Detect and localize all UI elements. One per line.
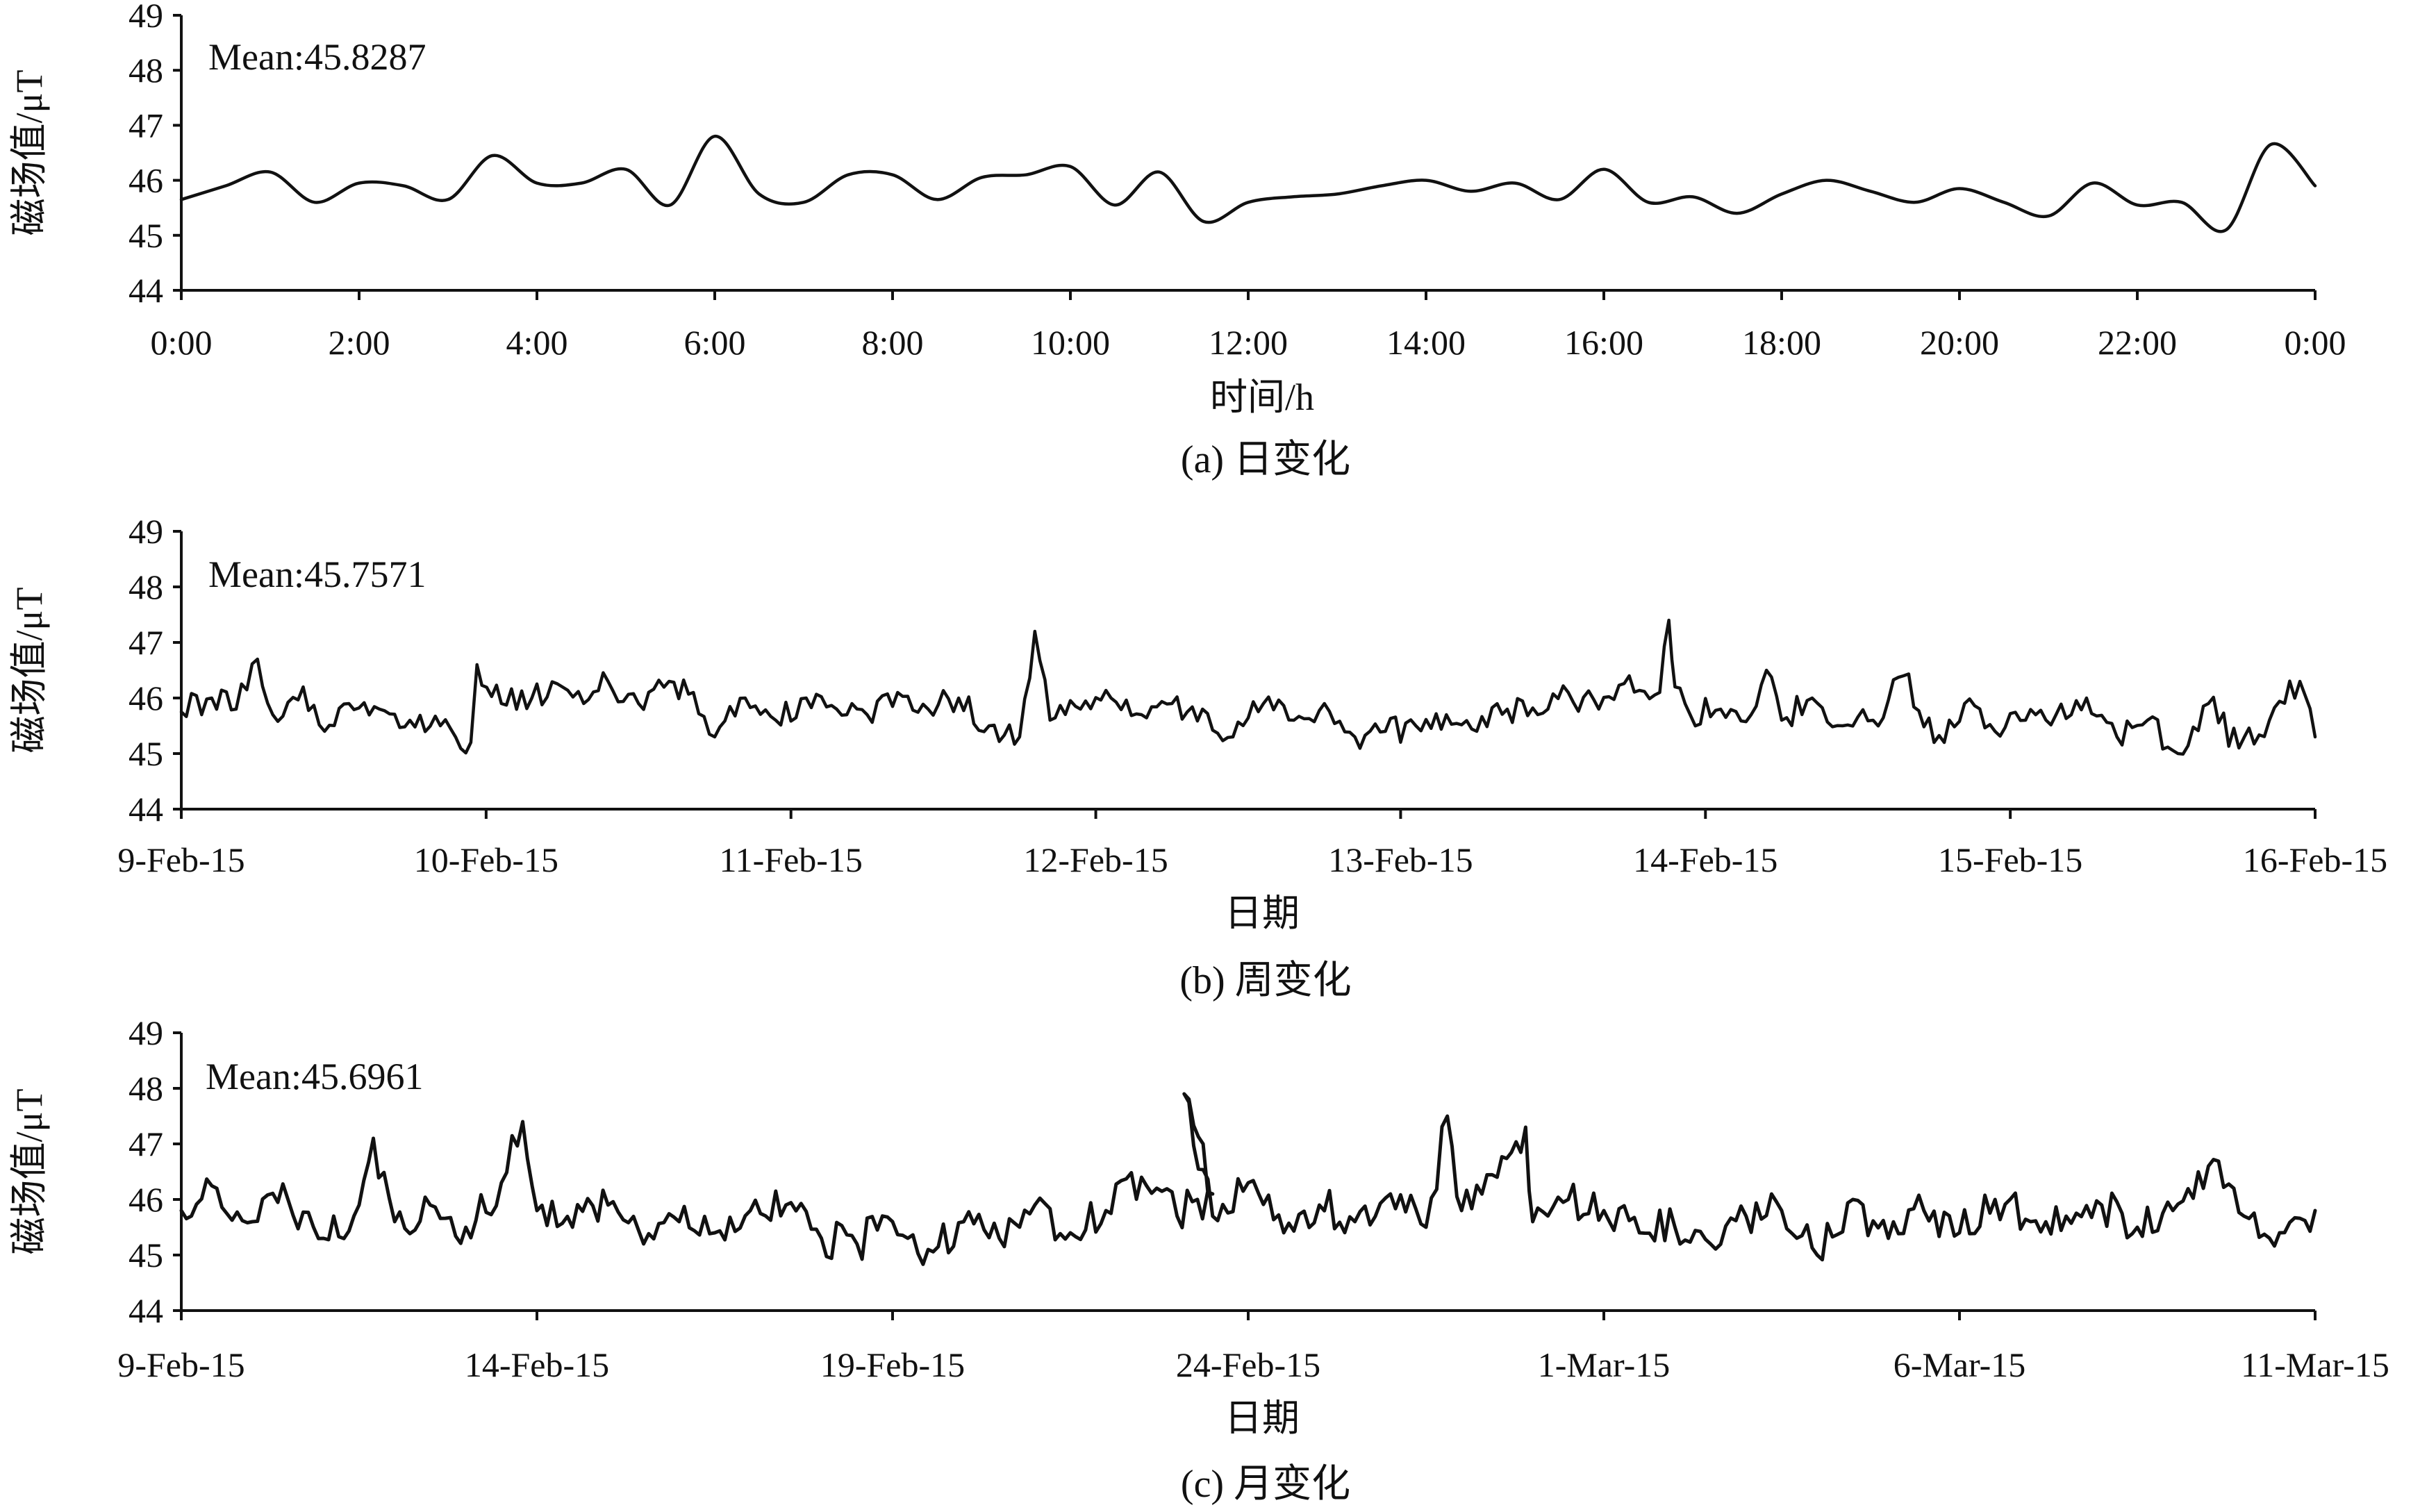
panel-caption: (a) 日变化 — [1181, 438, 1350, 481]
mean-annotation: Mean:45.8287 — [208, 36, 426, 78]
x-tick-label: 1-Mar-15 — [1538, 1345, 1671, 1384]
chart-panel-2: 44 45 46 47 48 49 9-Feb-15 10-Feb-15 11-Feb-15 12… — [8, 512, 2387, 1002]
x-tick-label: 13-Feb-15 — [1328, 840, 1473, 879]
y-tick-label: 46 — [129, 679, 163, 717]
y-tick-label: 44 — [129, 790, 163, 829]
series-line — [179, 1092, 2317, 1266]
y-tick-label: 47 — [129, 106, 163, 144]
y-tick-label: 46 — [129, 161, 163, 200]
y-tick-label: 44 — [129, 1291, 163, 1330]
x-tick-label: 15-Feb-15 — [1938, 840, 2082, 879]
x-axis-title: 日期 — [1225, 1397, 1300, 1439]
y-tick-label: 48 — [129, 567, 163, 606]
x-tick-label: 0:00 — [151, 323, 213, 362]
x-tick-label: 16-Feb-15 — [2243, 840, 2387, 879]
y-tick-label: 47 — [129, 623, 163, 662]
x-tick-label: 9-Feb-15 — [117, 1345, 245, 1384]
x-axis-title: 时间/h — [1210, 376, 1314, 418]
y-tick-label: 48 — [129, 51, 163, 90]
y-axis-title: 磁场值/μT — [8, 588, 50, 754]
x-tick-label: 0:00 — [2285, 323, 2346, 362]
y-tick-label: 45 — [129, 216, 163, 255]
x-tick-label: 4:00 — [506, 323, 568, 362]
y-tick-label: 48 — [129, 1069, 163, 1108]
x-tick-label: 12-Feb-15 — [1023, 840, 1168, 879]
y-tick-label: 49 — [129, 512, 163, 551]
x-tick-label: 9-Feb-15 — [117, 840, 245, 879]
x-tick-label: 14:00 — [1386, 323, 1466, 362]
x-tick-label: 18:00 — [1742, 323, 1821, 362]
y-tick-label: 47 — [129, 1124, 163, 1163]
x-axis-title: 日期 — [1225, 892, 1300, 934]
y-axis-title: 磁场值/μT — [8, 1089, 50, 1255]
x-tick-label: 22:00 — [2098, 323, 2177, 362]
x-tick-label: 11-Feb-15 — [719, 840, 862, 879]
panel-caption: (b) 周变化 — [1179, 959, 1351, 1002]
x-tick-label: 6-Mar-15 — [1893, 1345, 2026, 1384]
x-tick-label: 12:00 — [1209, 323, 1288, 362]
y-tick-label: 45 — [129, 1236, 163, 1274]
x-tick-label: 16:00 — [1564, 323, 1643, 362]
x-tick-label: 10-Feb-15 — [414, 840, 558, 879]
mean-annotation: Mean:45.7571 — [208, 554, 426, 595]
x-tick-label: 24-Feb-15 — [1176, 1345, 1320, 1384]
y-tick-label: 46 — [129, 1180, 163, 1219]
series-line — [179, 618, 2317, 756]
panel-caption: (c) 月变化 — [1181, 1463, 1350, 1506]
y-tick-label: 44 — [129, 271, 163, 310]
x-tick-label: 2:00 — [329, 323, 390, 362]
x-tick-label: 8:00 — [862, 323, 924, 362]
x-tick-label: 20:00 — [1920, 323, 1999, 362]
x-tick-label: 6:00 — [684, 323, 746, 362]
y-axis-title: 磁场值/μT — [8, 70, 50, 236]
x-tick-label: 11-Mar-15 — [2241, 1345, 2389, 1384]
series-line — [179, 134, 2317, 233]
chart-panel-1: 44 45 46 47 48 49 0:00 2:00 4:00 6:00 8:00 10:00 12:… — [8, 0, 2346, 481]
y-tick-label: 45 — [129, 734, 163, 773]
x-tick-label: 14-Feb-15 — [465, 1345, 609, 1384]
x-tick-label: 10:00 — [1031, 323, 1110, 362]
mean-annotation: Mean:45.6961 — [206, 1056, 423, 1097]
y-tick-label: 49 — [129, 1013, 163, 1052]
x-tick-label: 19-Feb-15 — [820, 1345, 965, 1384]
y-tick-label: 49 — [129, 0, 163, 35]
x-tick-label: 14-Feb-15 — [1633, 840, 1777, 879]
chart-panel-3: 44 45 46 47 48 49 9-Feb-15 14-Feb-15 19-Feb-15 24… — [8, 1013, 2389, 1506]
